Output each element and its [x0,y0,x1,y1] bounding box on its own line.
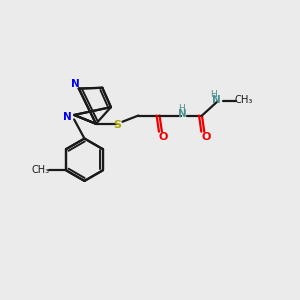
Text: CH₃: CH₃ [31,165,49,175]
Text: O: O [159,132,168,142]
Text: N: N [178,109,186,119]
Text: S: S [113,120,121,130]
Text: H: H [178,104,185,113]
Text: O: O [201,132,211,142]
Text: N: N [71,79,80,88]
Text: N: N [63,112,72,122]
Text: H: H [210,90,217,99]
Text: CH₃: CH₃ [235,95,253,105]
Text: N: N [212,94,221,105]
